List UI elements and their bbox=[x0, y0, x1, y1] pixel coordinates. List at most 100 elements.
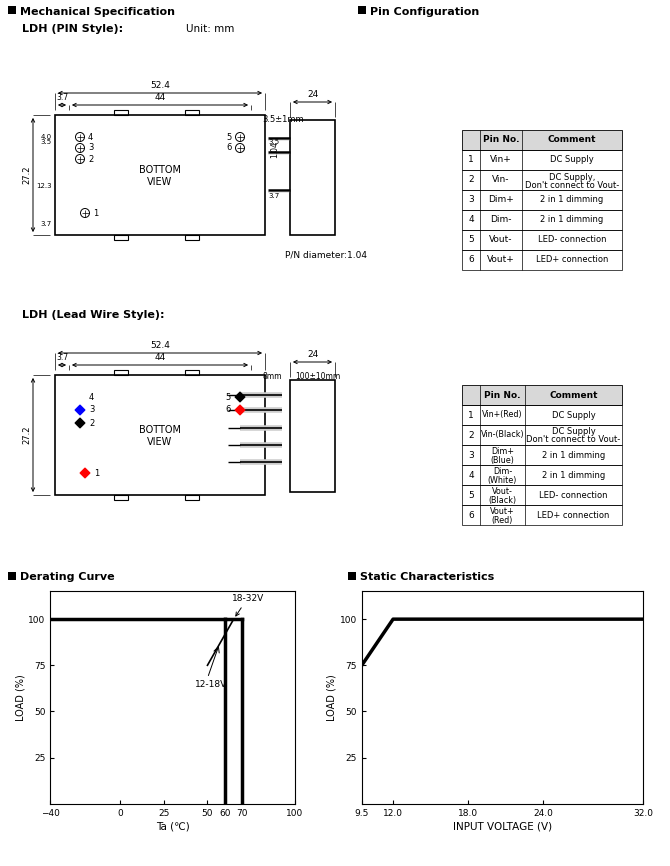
Bar bbox=[462, 230, 622, 250]
Text: Vout+: Vout+ bbox=[490, 507, 515, 516]
Text: 1: 1 bbox=[468, 156, 474, 165]
Text: 1: 1 bbox=[93, 209, 98, 217]
Bar bbox=[8, 6, 16, 14]
Bar bbox=[462, 405, 622, 425]
Text: 3.7: 3.7 bbox=[56, 353, 68, 362]
Text: Dim+: Dim+ bbox=[488, 196, 514, 204]
Bar bbox=[462, 425, 622, 445]
Text: Mechanical Specification: Mechanical Specification bbox=[20, 7, 175, 17]
Text: 8mm: 8mm bbox=[262, 372, 282, 381]
Text: 2: 2 bbox=[468, 176, 474, 184]
Text: (Red): (Red) bbox=[492, 515, 513, 525]
Text: 3.5: 3.5 bbox=[268, 139, 279, 145]
Bar bbox=[114, 235, 128, 240]
Text: BOTTOM: BOTTOM bbox=[139, 165, 181, 175]
Text: 5: 5 bbox=[468, 490, 474, 500]
Bar bbox=[290, 380, 335, 492]
Text: 6: 6 bbox=[468, 510, 474, 520]
Text: DC Supply,: DC Supply, bbox=[549, 172, 595, 182]
Bar bbox=[185, 370, 199, 375]
Bar bbox=[114, 370, 128, 375]
Text: 4.0: 4.0 bbox=[41, 134, 52, 140]
Text: Comment: Comment bbox=[549, 391, 598, 399]
Text: 2: 2 bbox=[468, 430, 474, 440]
Text: 52.4: 52.4 bbox=[150, 341, 170, 350]
Text: (White): (White) bbox=[488, 475, 517, 484]
Text: LED- connection: LED- connection bbox=[538, 236, 606, 244]
Text: 18-32V: 18-32V bbox=[232, 594, 264, 616]
Bar bbox=[462, 485, 622, 505]
Text: Pin No.: Pin No. bbox=[484, 391, 521, 399]
Bar bbox=[462, 505, 622, 525]
Bar bbox=[348, 572, 356, 580]
Text: Don't connect to Vout-: Don't connect to Vout- bbox=[527, 436, 620, 444]
Text: Comment: Comment bbox=[548, 135, 596, 145]
Text: 3.7: 3.7 bbox=[56, 93, 68, 102]
Text: LDH (Lead Wire Style):: LDH (Lead Wire Style): bbox=[22, 310, 165, 320]
Bar bbox=[462, 385, 622, 405]
Text: VIEW: VIEW bbox=[147, 437, 173, 447]
Text: 1.04: 1.04 bbox=[270, 141, 279, 158]
Text: 52.4: 52.4 bbox=[150, 81, 170, 90]
Text: 12.3: 12.3 bbox=[36, 183, 52, 189]
Text: DC Supply: DC Supply bbox=[550, 156, 594, 165]
Bar bbox=[55, 375, 265, 495]
Text: 27.2: 27.2 bbox=[22, 426, 31, 444]
Polygon shape bbox=[235, 405, 245, 415]
Text: P/N diameter:1.04: P/N diameter:1.04 bbox=[285, 250, 367, 259]
Text: Vout+: Vout+ bbox=[487, 255, 515, 264]
Text: Vout-: Vout- bbox=[492, 488, 513, 496]
Bar bbox=[114, 495, 128, 500]
Text: 44: 44 bbox=[154, 353, 165, 362]
Text: 2: 2 bbox=[88, 154, 93, 164]
Text: 6: 6 bbox=[468, 255, 474, 264]
Text: (Blue): (Blue) bbox=[490, 456, 515, 464]
Text: 5: 5 bbox=[226, 392, 231, 402]
Text: 2 in 1 dimming: 2 in 1 dimming bbox=[541, 216, 604, 224]
Text: Dim-: Dim- bbox=[490, 216, 512, 224]
Text: LED+ connection: LED+ connection bbox=[536, 255, 608, 264]
Text: 3: 3 bbox=[468, 450, 474, 460]
Text: 100±10mm: 100±10mm bbox=[295, 372, 340, 381]
Text: 1: 1 bbox=[94, 469, 99, 477]
Text: LED- connection: LED- connection bbox=[539, 490, 608, 500]
Text: Vin-(Black): Vin-(Black) bbox=[480, 430, 525, 440]
Text: 2 in 1 dimming: 2 in 1 dimming bbox=[542, 450, 605, 460]
Text: Pin Configuration: Pin Configuration bbox=[370, 7, 479, 17]
Bar bbox=[462, 150, 622, 170]
Bar bbox=[185, 110, 199, 115]
Text: 24: 24 bbox=[307, 90, 318, 99]
Text: 24: 24 bbox=[307, 350, 318, 359]
Text: 5: 5 bbox=[468, 236, 474, 244]
Text: 2 in 1 dimming: 2 in 1 dimming bbox=[542, 470, 605, 480]
Bar bbox=[462, 445, 622, 465]
Polygon shape bbox=[75, 418, 85, 428]
Bar bbox=[462, 250, 622, 270]
Text: 6: 6 bbox=[226, 405, 231, 415]
Text: 2: 2 bbox=[89, 418, 94, 428]
Text: 1: 1 bbox=[468, 410, 474, 419]
Text: 3.7: 3.7 bbox=[268, 192, 279, 198]
Text: 12-18V: 12-18V bbox=[195, 681, 228, 689]
Text: 4: 4 bbox=[88, 132, 93, 141]
Text: 6: 6 bbox=[226, 144, 232, 152]
Y-axis label: LOAD (%): LOAD (%) bbox=[15, 675, 25, 721]
Text: DC Supply: DC Supply bbox=[551, 428, 596, 436]
Polygon shape bbox=[75, 405, 85, 415]
Bar bbox=[358, 6, 366, 14]
Text: 5: 5 bbox=[226, 132, 232, 141]
Text: DC Supply: DC Supply bbox=[551, 410, 596, 419]
Text: 2 in 1 dimming: 2 in 1 dimming bbox=[541, 196, 604, 204]
Bar bbox=[185, 495, 199, 500]
Bar bbox=[462, 170, 622, 190]
Text: Dim+: Dim+ bbox=[491, 448, 514, 456]
Text: BOTTOM: BOTTOM bbox=[139, 425, 181, 435]
Text: 3: 3 bbox=[89, 405, 94, 415]
Text: 27.2: 27.2 bbox=[22, 165, 31, 184]
Text: Don't connect to Vout-: Don't connect to Vout- bbox=[525, 180, 619, 190]
X-axis label: Ta (℃): Ta (℃) bbox=[155, 822, 190, 831]
Text: Vin+(Red): Vin+(Red) bbox=[482, 410, 523, 419]
Text: 3.5±1mm: 3.5±1mm bbox=[262, 115, 304, 124]
Bar bbox=[462, 130, 622, 150]
Text: Pin No.: Pin No. bbox=[483, 135, 519, 145]
